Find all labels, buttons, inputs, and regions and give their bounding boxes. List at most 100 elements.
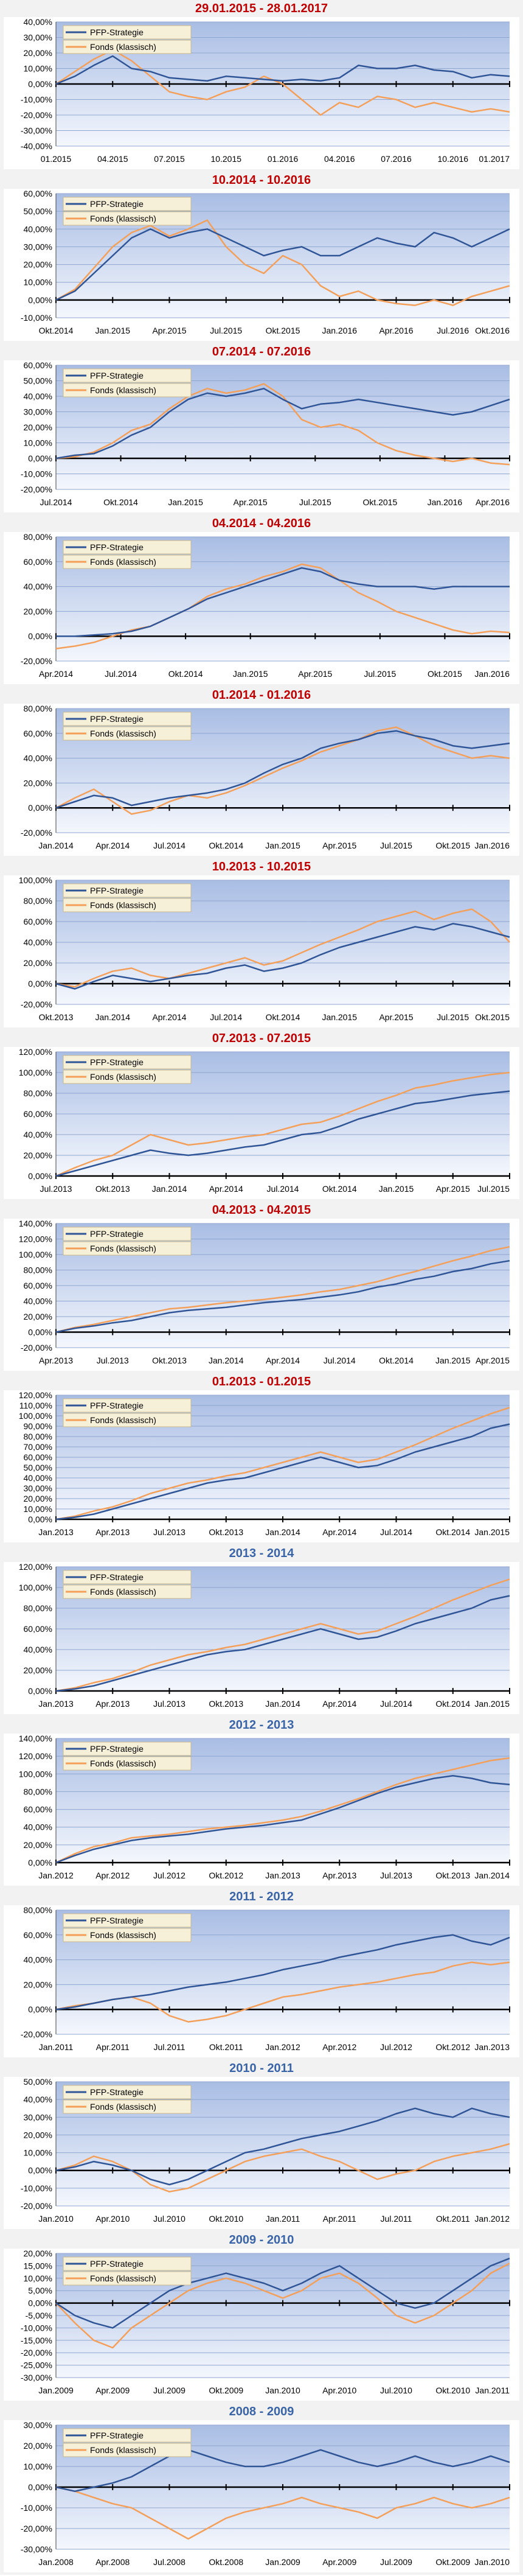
- y-tick-label: 30,00%: [24, 2420, 52, 2430]
- series-line-2: [55, 563, 510, 649]
- x-tick-label: Jan.2014: [474, 1871, 510, 1880]
- x-tick-label: Apr.2015: [298, 669, 332, 679]
- x-tick-label: Okt.2009: [209, 2385, 243, 2395]
- x-tick-label: Jan.2014: [265, 1699, 300, 1709]
- line-chart: -30,00% -25,00% -20,00% -15,00% -10,00% -5,00…: [4, 2249, 519, 2401]
- legend: PFP-Strategie Fonds (klassisch): [63, 1055, 192, 1084]
- y-tick-label: 40,00%: [24, 1645, 52, 1654]
- legend-label-1: PFP-Strategie: [90, 1229, 144, 1239]
- y-tick-label: 30,00%: [24, 33, 52, 43]
- legend-box: [63, 40, 192, 54]
- line-chart: -30,00% -20,00% -10,00% 0,00% 10,00% 20,00% 30…: [4, 2420, 519, 2572]
- series-line-2: [55, 1407, 510, 1521]
- x-tick-label: Apr.2016: [476, 497, 510, 507]
- y-tick-label: 60,00%: [24, 557, 52, 567]
- y-tick-label: 0,00%: [28, 1328, 52, 1337]
- y-tick-label: -20,00%: [21, 2201, 52, 2211]
- y-tick-label: 20,00%: [24, 48, 52, 58]
- y-tick-label: 0,00%: [28, 2166, 52, 2175]
- y-tick-label: 60,00%: [24, 1452, 52, 1462]
- y-tick-label: -10,00%: [21, 2503, 52, 2513]
- legend-label-2: Fonds (klassisch): [90, 1930, 156, 1940]
- x-tick-label: 10.2016: [437, 154, 468, 164]
- x-tick-label: 07.2016: [381, 154, 412, 164]
- chart-panel: 10.2014 - 10.2016 -10,00% 0,00% 10,00% 20,00…: [0, 172, 523, 343]
- x-tick-label: Jul.2014: [380, 1527, 412, 1537]
- x-tick-label: Jan.2013: [38, 1699, 74, 1709]
- chart-title: 2009 - 2010: [229, 2233, 294, 2247]
- x-tick-label: Okt.2015: [362, 497, 397, 507]
- legend-label-2: Fonds (klassisch): [90, 2445, 156, 2455]
- chart-panel: 2009 - 2010 -30,00% -25,00% -20,00% -15,00% -…: [0, 2231, 523, 2403]
- series-line-1: [55, 1259, 510, 1333]
- legend-box: [63, 898, 192, 912]
- series-line-1: [55, 923, 510, 990]
- x-tick-label: Jan.2016: [322, 326, 357, 335]
- y-tick-label: 30,00%: [24, 242, 52, 251]
- y-tick-label: 110,00%: [19, 1401, 52, 1410]
- x-tick-label: Jan.2008: [38, 2557, 74, 2567]
- legend-box: [63, 2256, 192, 2271]
- y-tick-label: 0,00%: [28, 1858, 52, 1867]
- x-tick-label: Jul.2016: [437, 326, 469, 335]
- y-tick-label: 30,00%: [24, 407, 52, 417]
- y-tick-label: 30,00%: [24, 1483, 52, 1493]
- x-tick-label: Jan.2012: [38, 1871, 74, 1880]
- y-tick-label: 20,00%: [24, 778, 52, 788]
- y-tick-label: 100,00%: [19, 1583, 52, 1592]
- x-tick-label: Jul.2014: [40, 497, 72, 507]
- x-tick-label: Okt.2014: [379, 1356, 414, 1365]
- x-tick-label: Okt.2014: [266, 1012, 300, 1022]
- series-line-2: [55, 383, 510, 466]
- x-tick-label: Jan.2016: [474, 841, 510, 850]
- y-tick-label: 20,00%: [24, 2441, 52, 2451]
- x-tick-label: Apr.2011: [96, 2042, 130, 2052]
- legend-label-1: PFP-Strategie: [90, 1572, 144, 1582]
- y-tick-label: -25,00%: [21, 2361, 52, 2370]
- chart-panel: 07.2014 - 07.2016 -20,00% -10,00% 0,00% 10,0…: [0, 343, 523, 515]
- x-tick-label: Jan.2015: [265, 841, 300, 850]
- y-tick-label: -15,00%: [21, 2336, 52, 2345]
- x-tick-label: Okt.2014: [168, 669, 203, 679]
- chart-panel: 29.01.2015 - 28.01.2017 -40,00% -30,00% -20…: [0, 0, 523, 172]
- x-tick-label: Jul.2011: [381, 2214, 412, 2224]
- line-chart: 0,00% 20,00% 40,00% 60,00% 80,00% 100,00% 120,…: [4, 1562, 519, 1714]
- series-line-1: [55, 730, 510, 809]
- chart-panel: 2013 - 2014 0,00% 20,00% 40,00% 60,00% 80,00%…: [0, 1545, 523, 1717]
- legend: PFP-Strategie Fonds (klassisch): [63, 2256, 192, 2286]
- legend-label-2: Fonds (klassisch): [90, 557, 156, 567]
- series-line-2: [55, 2486, 510, 2540]
- y-tick-label: 100,00%: [19, 875, 52, 885]
- legend-box: [63, 555, 192, 569]
- legend: PFP-Strategie Fonds (klassisch): [63, 197, 192, 226]
- y-tick-label: -10,00%: [21, 469, 52, 479]
- legend-box: [63, 25, 192, 40]
- y-tick-label: 10,00%: [24, 438, 52, 448]
- legend: PFP-Strategie Fonds (klassisch): [63, 25, 192, 54]
- x-tick-label: Apr.2016: [379, 326, 413, 335]
- x-tick-label: Jul.2013: [40, 1184, 72, 1194]
- legend-label-2: Fonds (klassisch): [90, 385, 156, 395]
- x-tick-label: 01.2017: [479, 154, 510, 164]
- y-tick-label: 20,00%: [24, 1312, 52, 1321]
- legend: PFP-Strategie Fonds (klassisch): [63, 2085, 192, 2114]
- x-tick-label: Jan.2015: [322, 1012, 357, 1022]
- x-tick-label: Jan.2010: [474, 2557, 510, 2567]
- y-tick-label: 40,00%: [24, 2095, 52, 2104]
- y-tick-label: 20,00%: [24, 1494, 52, 1503]
- chart-panel: 04.2014 - 04.2016 -20,00% 0,00% 20,00% 40,00…: [0, 515, 523, 687]
- series-line-1: [55, 1090, 510, 1177]
- x-tick-label: Apr.2010: [95, 2214, 130, 2224]
- y-tick-label: 20,00%: [24, 1979, 52, 1989]
- x-tick-label: 07.2015: [154, 154, 185, 164]
- line-chart: -40,00% -30,00% -20,00% -10,00% 0,00% 10,00% 2…: [4, 17, 519, 169]
- legend: PFP-Strategie Fonds (klassisch): [63, 1398, 192, 1427]
- chart-title: 29.01.2015 - 28.01.2017: [195, 2, 328, 15]
- series-line-1: [55, 2258, 510, 2329]
- x-tick-label: Jul.2008: [153, 2557, 185, 2567]
- chart-title: 10.2013 - 10.2015: [212, 860, 311, 873]
- chart-panel: 01.2013 - 01.2015 0,00% 10,00% 20,00% 30,00%…: [0, 1373, 523, 1545]
- x-tick-label: Jul.2010: [153, 2214, 185, 2224]
- y-tick-label: 140,00%: [19, 1219, 52, 1228]
- x-tick-label: Apr.2015: [322, 841, 356, 850]
